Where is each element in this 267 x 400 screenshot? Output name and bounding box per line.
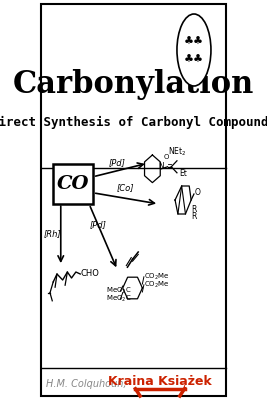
Text: MeO$_2$C: MeO$_2$C [106,294,132,304]
Text: ♣♣: ♣♣ [184,37,204,47]
Text: MeO$_2$C: MeO$_2$C [106,286,132,296]
Text: [Co]: [Co] [116,183,134,192]
Text: ♣♣: ♣♣ [184,55,204,65]
Text: Et: Et [179,169,187,178]
Text: R: R [192,212,197,221]
Text: CO$_2$Me: CO$_2$Me [144,280,170,290]
Text: H.M. Colquhoun,: H.M. Colquhoun, [46,379,127,389]
Circle shape [177,14,211,86]
Text: N: N [159,162,164,171]
Text: CO: CO [57,175,89,193]
Text: NEt$_2$: NEt$_2$ [168,145,186,158]
Text: O: O [195,188,201,197]
Text: O: O [164,154,169,160]
Text: [Pd]: [Pd] [109,158,126,167]
Text: Kraina Książek: Kraina Książek [108,376,212,388]
Text: CHO: CHO [81,270,100,278]
Text: Carbonylation: Carbonylation [13,68,254,100]
Text: [Pd]: [Pd] [90,220,107,229]
Text: [Rh]: [Rh] [44,230,61,238]
FancyBboxPatch shape [53,164,93,204]
Text: CO$_2$Me: CO$_2$Me [144,272,170,282]
Text: Direct Synthesis of Carbonyl Compounds: Direct Synthesis of Carbonyl Compounds [0,116,267,128]
Text: R: R [192,206,197,214]
